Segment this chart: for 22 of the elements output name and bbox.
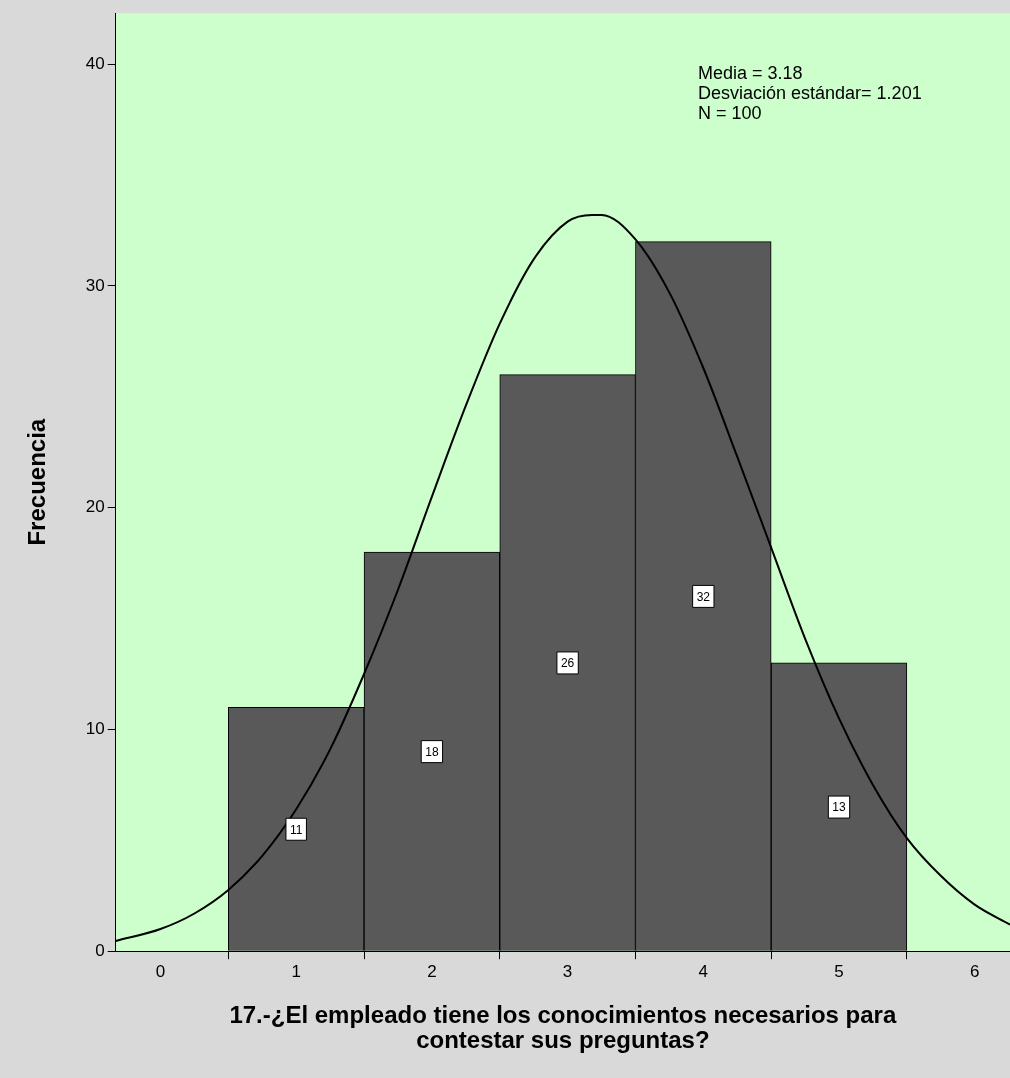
y-tick-label: 10: [85, 719, 105, 739]
x-tick-label: 3: [562, 962, 573, 982]
x-tick-label: 6: [969, 962, 980, 982]
data-label: 13: [832, 800, 847, 815]
y-tick-label: 0: [95, 940, 105, 960]
x-tick-label: 5: [834, 962, 844, 982]
x-axis-title: 17.-¿El empleado tiene los conocimientos necesarios para contestar sus preguntas?: [229, 1000, 897, 1054]
x-tick-label: 4: [698, 962, 709, 982]
x-tick-label: 2: [427, 962, 437, 982]
annotation: Media = 3.18: [698, 63, 803, 84]
y-tick-label: 40: [85, 53, 105, 73]
data-label: 18: [425, 744, 439, 759]
y-tick-label: 30: [85, 275, 105, 295]
y-tick-label: 20: [85, 497, 105, 517]
data-label: 11: [289, 822, 303, 837]
x-tick-label: 0: [155, 962, 166, 982]
x-tick-label: 1: [291, 962, 301, 982]
data-label: 32: [696, 589, 711, 604]
data-label: 26: [560, 656, 575, 671]
y-axis-title: Frecuencia: [23, 418, 51, 546]
annotation: Desviación estándar= 1.201: [698, 83, 922, 104]
annotation: N = 100: [698, 103, 762, 124]
